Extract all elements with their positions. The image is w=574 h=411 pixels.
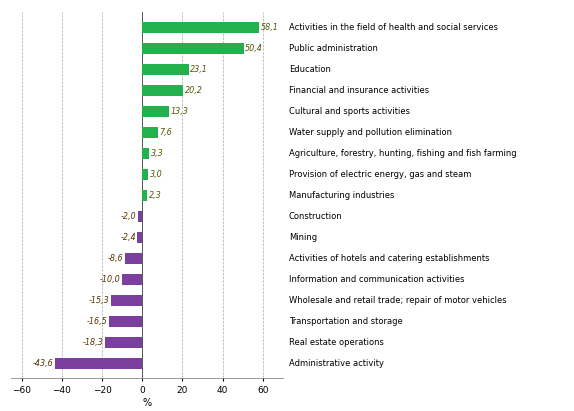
Text: 50,4: 50,4 [245,44,263,53]
Bar [142,127,157,138]
Bar [142,190,147,201]
X-axis label: %: % [143,397,152,408]
Text: Cultural and sports activities: Cultural and sports activities [289,106,410,115]
Bar [142,64,189,74]
Text: 23,1: 23,1 [191,65,208,74]
Text: Manufacturing industries: Manufacturing industries [289,191,394,200]
Text: -2,4: -2,4 [120,233,136,242]
Bar [142,148,149,159]
Bar [142,169,148,180]
Bar [137,232,142,243]
Text: -10,0: -10,0 [100,275,121,284]
Text: Public administration: Public administration [289,44,378,53]
Bar [111,295,142,306]
Bar [142,85,183,96]
Text: -2,0: -2,0 [121,212,137,221]
Text: Agriculture, forestry, hunting, fishing and fish farming: Agriculture, forestry, hunting, fishing … [289,149,517,158]
Text: -18,3: -18,3 [83,338,104,347]
Text: 3,3: 3,3 [150,149,163,158]
Bar [122,274,142,285]
Text: Provision of electric energy, gas and steam: Provision of electric energy, gas and st… [289,170,471,179]
Bar [55,358,142,369]
Text: Administrative activity: Administrative activity [289,359,384,368]
Bar [138,211,142,222]
Text: 7,6: 7,6 [159,128,172,137]
Bar [106,337,142,348]
Text: Water supply and pollution elimination: Water supply and pollution elimination [289,128,452,137]
Bar [109,316,142,327]
Bar [142,106,169,117]
Text: 2,3: 2,3 [149,191,161,200]
Bar [142,43,243,53]
Text: -16,5: -16,5 [87,317,107,326]
Text: 20,2: 20,2 [184,85,203,95]
Text: -8,6: -8,6 [108,254,123,263]
Text: Wholesale and retail trade; repair of motor vehicles: Wholesale and retail trade; repair of mo… [289,296,506,305]
Text: -43,6: -43,6 [32,359,53,368]
Text: Information and communication activities: Information and communication activities [289,275,464,284]
Text: Education: Education [289,65,331,74]
Text: Activities of hotels and catering establishments: Activities of hotels and catering establ… [289,254,489,263]
Text: Construction: Construction [289,212,343,221]
Text: 3,0: 3,0 [150,170,162,179]
Text: Activities in the field of health and social services: Activities in the field of health and so… [289,23,498,32]
Text: -15,3: -15,3 [89,296,110,305]
Text: Real estate operations: Real estate operations [289,338,383,347]
Text: Financial and insurance activities: Financial and insurance activities [289,85,429,95]
Text: 58,1: 58,1 [261,23,278,32]
Text: 13,3: 13,3 [170,106,188,115]
Text: Mining: Mining [289,233,317,242]
Text: Transportation and storage: Transportation and storage [289,317,402,326]
Bar [142,22,259,32]
Bar [125,253,142,264]
